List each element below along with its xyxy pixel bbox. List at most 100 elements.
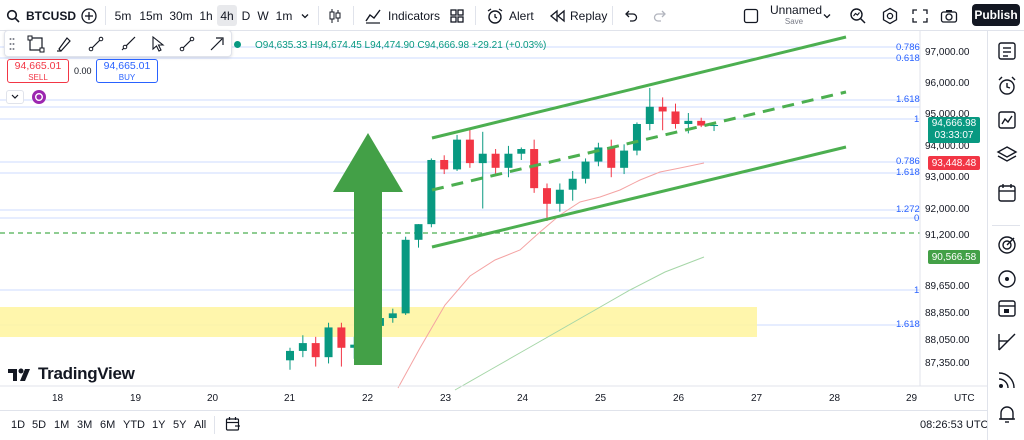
fib-levels — [0, 46, 920, 326]
chart-type-button[interactable] — [326, 0, 344, 31]
timeframe-w[interactable]: W — [257, 8, 269, 23]
range-1m[interactable]: 1M — [54, 419, 70, 431]
paint-brush-icon[interactable] — [55, 35, 73, 53]
candle[interactable] — [645, 106, 654, 124]
watchlist-icon[interactable] — [996, 40, 1018, 62]
candle[interactable] — [517, 149, 526, 154]
compare-symbol-button[interactable] — [80, 0, 98, 31]
chart-canvas[interactable] — [0, 31, 987, 410]
range-1y[interactable]: 1Y — [152, 419, 166, 431]
drag-handle-icon[interactable] — [9, 36, 15, 52]
go-to-date-icon[interactable] — [225, 416, 241, 432]
candle[interactable] — [530, 149, 539, 189]
arrow-tool-icon[interactable] — [208, 35, 226, 53]
candle[interactable] — [311, 343, 320, 358]
cursor-arrow-icon[interactable] — [149, 35, 167, 53]
fullscreen-button[interactable] — [911, 0, 929, 31]
candle[interactable] — [671, 111, 680, 124]
candle[interactable] — [324, 327, 333, 358]
candle[interactable] — [658, 106, 667, 112]
candle[interactable] — [465, 139, 474, 164]
candle[interactable] — [440, 159, 449, 170]
undo-button[interactable] — [623, 0, 639, 31]
data-sync-icon[interactable] — [32, 90, 46, 104]
candle[interactable] — [568, 178, 577, 190]
candle[interactable] — [286, 350, 294, 361]
candle[interactable] — [337, 327, 346, 348]
candle[interactable] — [427, 159, 436, 225]
timeframe-5m[interactable]: 5m — [114, 8, 132, 23]
trend-line-icon[interactable] — [87, 35, 105, 53]
candle[interactable] — [710, 125, 719, 127]
target-icon[interactable] — [996, 234, 1018, 256]
timeframe-4h[interactable]: 4h — [217, 5, 237, 26]
candle[interactable] — [388, 313, 397, 319]
data-window-icon[interactable] — [996, 109, 1018, 131]
range-ytd[interactable]: YTD — [123, 419, 145, 431]
candle[interactable] — [594, 147, 603, 162]
settings-button[interactable] — [881, 0, 899, 31]
economic-calendar-icon[interactable] — [996, 297, 1018, 319]
candle[interactable] — [414, 224, 423, 240]
timeframe-30m[interactable]: 30m — [169, 8, 193, 23]
alerts-clock-icon[interactable] — [996, 75, 1018, 97]
bullish-arrow[interactable] — [333, 133, 403, 365]
fib-label: 0.786 — [896, 156, 920, 167]
channel-lower-line[interactable] — [431, 145, 847, 249]
range-3m[interactable]: 3M — [77, 419, 93, 431]
buy-button[interactable]: 94,665.01 BUY — [96, 59, 158, 83]
candle[interactable] — [401, 239, 410, 314]
layers-icon[interactable] — [996, 144, 1018, 166]
publish-button[interactable]: Publish — [972, 4, 1020, 26]
rectangle-select-icon[interactable] — [27, 35, 45, 53]
candle[interactable] — [632, 123, 641, 151]
bell-icon[interactable] — [996, 403, 1018, 425]
layouts-button[interactable] — [449, 0, 465, 31]
legend-collapse-button[interactable] — [6, 90, 24, 104]
channel-upper-line[interactable] — [431, 35, 847, 140]
timeframe-1h[interactable]: 1h — [199, 8, 213, 23]
quick-search-button[interactable] — [849, 0, 867, 31]
sell-button[interactable]: 94,665.01 SELL — [7, 59, 69, 83]
candle[interactable] — [504, 153, 513, 168]
timeframe-dropdown[interactable] — [300, 0, 310, 31]
symbol-search[interactable]: BTCUSD — [6, 0, 76, 31]
candle[interactable] — [684, 120, 693, 124]
line-segment-icon[interactable] — [178, 35, 196, 53]
candle[interactable] — [555, 189, 564, 204]
candle[interactable] — [491, 153, 500, 168]
candle[interactable] — [697, 120, 706, 126]
range-5d[interactable]: 5D — [32, 419, 47, 431]
indicators-button[interactable]: Indicators — [364, 0, 440, 31]
replay-button[interactable]: Replay — [548, 0, 607, 31]
range-1d[interactable]: 1D — [11, 419, 26, 431]
layout-select-checkbox[interactable] — [743, 0, 759, 31]
candle[interactable] — [298, 343, 307, 351]
chevron-down-icon — [11, 94, 19, 99]
snapshot-button[interactable] — [940, 0, 958, 31]
timeframe-d[interactable]: D — [241, 8, 251, 23]
range-6m[interactable]: 6M — [100, 419, 116, 431]
candle[interactable] — [620, 150, 629, 168]
redo-button[interactable] — [652, 0, 668, 31]
range-5y[interactable]: 5Y — [173, 419, 187, 431]
layout-name[interactable]: Unnamed Save — [770, 4, 822, 28]
pitchfork-icon[interactable] — [996, 331, 1018, 353]
candle[interactable] — [543, 188, 551, 204]
clock-readout[interactable]: 08:26:53 UTC — [920, 419, 989, 431]
timeframe-1m[interactable]: 1m — [275, 8, 293, 23]
ray-line-icon[interactable] — [119, 35, 137, 53]
calendar-icon[interactable] — [996, 182, 1018, 204]
candle[interactable] — [581, 161, 590, 179]
candle[interactable] — [607, 147, 616, 168]
ideas-icon[interactable] — [996, 268, 1018, 290]
broadcast-icon[interactable] — [996, 369, 1018, 391]
candle[interactable] — [478, 153, 487, 164]
range-all[interactable]: All — [194, 419, 207, 431]
timeframe-15m[interactable]: 15m — [139, 8, 163, 23]
layout-dropdown[interactable] — [822, 0, 832, 31]
channel-midline[interactable] — [431, 90, 847, 192]
tradingview-logo[interactable]: TradingView — [8, 364, 135, 384]
candle[interactable] — [453, 139, 462, 170]
alert-button[interactable]: Alert — [486, 0, 534, 31]
